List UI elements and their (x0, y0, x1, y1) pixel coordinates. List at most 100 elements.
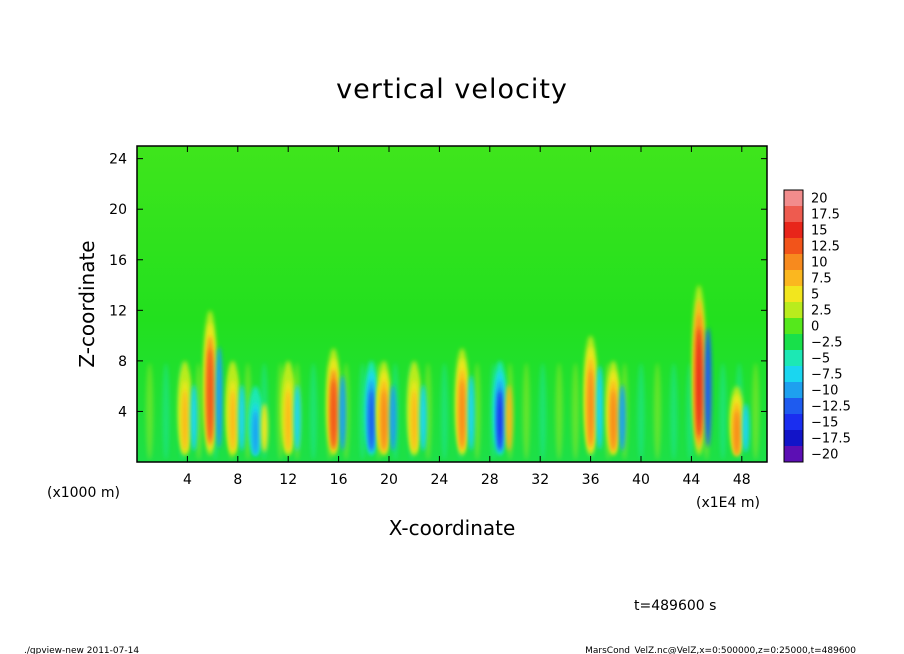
x-axis-label: X-coordinate (389, 516, 516, 540)
colorbar-swatch (784, 382, 803, 398)
y-tick-label: 24 (109, 152, 127, 168)
x-tick-label: 20 (380, 472, 398, 488)
velocity-plume (182, 389, 188, 451)
velocity-plume-pair (293, 384, 301, 451)
velocity-plume-pair (596, 365, 604, 450)
field-streak (359, 362, 367, 461)
field-streak (637, 362, 645, 461)
velocity-plume-pair (618, 384, 626, 451)
colorbar-swatch (784, 270, 803, 286)
colorbar-swatch (784, 398, 803, 414)
velocity-plume-pair (505, 384, 513, 451)
plot-frame (136, 145, 768, 463)
x-unit-right: (x1E4 m) (696, 495, 760, 511)
colorbar-label: −15 (811, 416, 838, 431)
colorbar-swatch (784, 206, 803, 222)
x-tick-label: 44 (682, 472, 700, 488)
field-streak (555, 362, 563, 461)
field-streak (670, 362, 678, 461)
colorbar-swatch (784, 222, 803, 238)
velocity-plume-pair (215, 346, 223, 449)
velocity-plume (411, 389, 418, 451)
velocity-plume-pair (742, 403, 750, 453)
velocity-plume-pair (238, 384, 246, 451)
colorbar-swatch (784, 334, 803, 350)
y-tick-label: 8 (118, 354, 127, 370)
heatmap-field (146, 285, 760, 461)
colorbar-label: −12.5 (811, 400, 851, 415)
colorbar-swatch (784, 302, 803, 318)
field-streak (571, 362, 579, 461)
colorbar-label: −5 (811, 352, 830, 367)
field-streak (440, 362, 448, 461)
x-tick-label: 24 (430, 472, 448, 488)
colorbar-swatch (784, 446, 803, 462)
x-tick-label: 36 (582, 472, 600, 488)
velocity-plume-pair (704, 327, 712, 448)
y-tick-label: 4 (118, 404, 127, 420)
field-streak (424, 362, 432, 461)
colorbar-label: 17.5 (811, 208, 840, 223)
colorbar-swatch (784, 190, 803, 206)
field-streak (653, 362, 661, 461)
velocity-plume (330, 379, 337, 449)
colorbar-swatch (784, 254, 803, 270)
velocity-plume (252, 410, 259, 456)
y-tick-label: 16 (109, 253, 127, 269)
colorbar-label: 2.5 (811, 304, 832, 319)
colorbar-label: −17.5 (811, 432, 851, 447)
colorbar-swatch (784, 350, 803, 366)
footer-left: ./gpview-new 2011-07-14 (24, 646, 139, 654)
colorbar-swatch (784, 286, 803, 302)
x-tick-label: 28 (481, 472, 499, 488)
colorbar-frame (783, 189, 804, 463)
footer-right: MarsCond_VelZ.nc@VelZ,x=0:500000,z=0:250… (585, 646, 856, 654)
colorbar-label: 10 (811, 256, 828, 271)
field-streak (522, 362, 530, 461)
colorbar: 2017.51512.5107.552.50−2.5−5−7.5−10−12.5… (783, 189, 851, 463)
field-streak (195, 362, 203, 461)
x-tick-label: 8 (233, 472, 242, 488)
time-label: t=489600 s (634, 598, 716, 614)
velocity-plume (229, 389, 236, 451)
colorbar-label: 7.5 (811, 272, 832, 287)
chart-title: vertical velocity (336, 74, 568, 105)
x-tick-label: 4 (183, 472, 192, 488)
velocity-plume-pair (389, 384, 397, 451)
colorbar-swatch (784, 238, 803, 254)
velocity-plume (207, 348, 213, 442)
field-streak (146, 362, 154, 461)
velocity-plume (381, 389, 387, 451)
y-axis-label: Z-coordinate (75, 240, 99, 367)
colorbar-label: −7.5 (811, 368, 843, 383)
velocity-plume-pair (339, 375, 347, 451)
colorbar-swatch (784, 366, 803, 382)
velocity-plume (368, 389, 375, 451)
x-tick-label: 32 (531, 472, 549, 488)
x-tick-label: 40 (632, 472, 650, 488)
x-tick-label: 48 (733, 472, 751, 488)
velocity-plume (459, 379, 465, 449)
colorbar-label: 5 (811, 288, 819, 303)
colorbar-label: −10 (811, 384, 838, 399)
y-tick-label: 12 (109, 303, 127, 319)
colorbar-label: 15 (811, 224, 828, 239)
colorbar-label: −2.5 (811, 336, 843, 351)
colorbar-label: −20 (811, 448, 838, 463)
velocity-plume-pair (467, 375, 475, 451)
field-streak (473, 362, 481, 461)
colorbar-label: 20 (811, 192, 828, 207)
colorbar-label: 12.5 (811, 240, 840, 255)
velocity-plume (733, 410, 740, 456)
field-streak (686, 362, 694, 461)
velocity-plume-pair (260, 403, 268, 453)
colorbar-label: 0 (811, 320, 819, 335)
colorbar-swatch (784, 430, 803, 446)
x-tick-label: 16 (330, 472, 348, 488)
velocity-plume (285, 389, 292, 451)
field-streak (162, 362, 170, 461)
field-streak (719, 362, 727, 461)
velocity-plume (610, 389, 617, 451)
velocity-plume (497, 389, 503, 451)
